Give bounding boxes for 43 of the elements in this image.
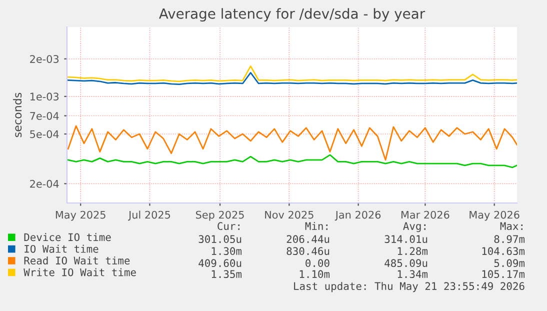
x-tick-label: Sep 2025: [196, 210, 244, 221]
text: 830.46u: [286, 247, 330, 256]
x-tick-label: Nov 2025: [265, 210, 314, 219]
text: 5.09m: [494, 259, 525, 268]
text: 104.63m: [482, 247, 525, 256]
line-series: [67, 125, 517, 161]
x-tick-label: May 2026: [470, 210, 520, 221]
text: 301.05u: [198, 235, 242, 244]
text: 8.97m: [494, 235, 525, 244]
x-tick-label: Jul 2025: [128, 210, 170, 221]
text: 0.00: [306, 259, 330, 268]
line-series: [67, 154, 517, 168]
y-tick-label: 1e-03: [30, 92, 59, 101]
chart-title: Average latency for /dev/sda - by year: [159, 8, 426, 22]
x-tick-label: May 2025: [56, 210, 106, 221]
x-tick-label: Jan 2026: [334, 210, 381, 221]
text: Last update: Thu May 21 23:55:49 2026: [294, 282, 524, 292]
y-tick-label: 2e-03: [30, 55, 59, 63]
text: Avg:: [403, 222, 426, 232]
text: Min:: [305, 222, 328, 230]
line-series: [67, 72, 517, 86]
y-tick-label: 7e-04: [30, 112, 59, 120]
x-tick-label: Mar 2026: [401, 210, 450, 219]
text: 1.34m: [398, 270, 428, 278]
y-axis-title: seconds: [13, 92, 22, 138]
y-tick-label: 2e-04: [30, 180, 59, 188]
legend-label: Write IO Wait time: [24, 268, 136, 276]
text: 485.09u: [384, 259, 428, 268]
text: 314.01u: [384, 235, 428, 244]
legend-label: Read IO Wait time: [24, 256, 130, 265]
text: 1.28m: [398, 247, 428, 256]
line-series: [67, 65, 517, 82]
text: 1.30m: [212, 247, 242, 256]
text: Cur:: [218, 222, 240, 230]
text: 409.60u: [198, 259, 242, 268]
legend-label: Device IO time: [24, 233, 111, 242]
text: 1.10m: [300, 270, 330, 278]
text: 1.35m: [212, 270, 242, 278]
text: 206.44u: [286, 235, 330, 244]
legend-label: IO Wait time: [24, 244, 98, 253]
y-tick-label: 5e-04: [30, 130, 59, 138]
text: Max:: [500, 222, 522, 230]
text: 105.17m: [482, 270, 525, 278]
